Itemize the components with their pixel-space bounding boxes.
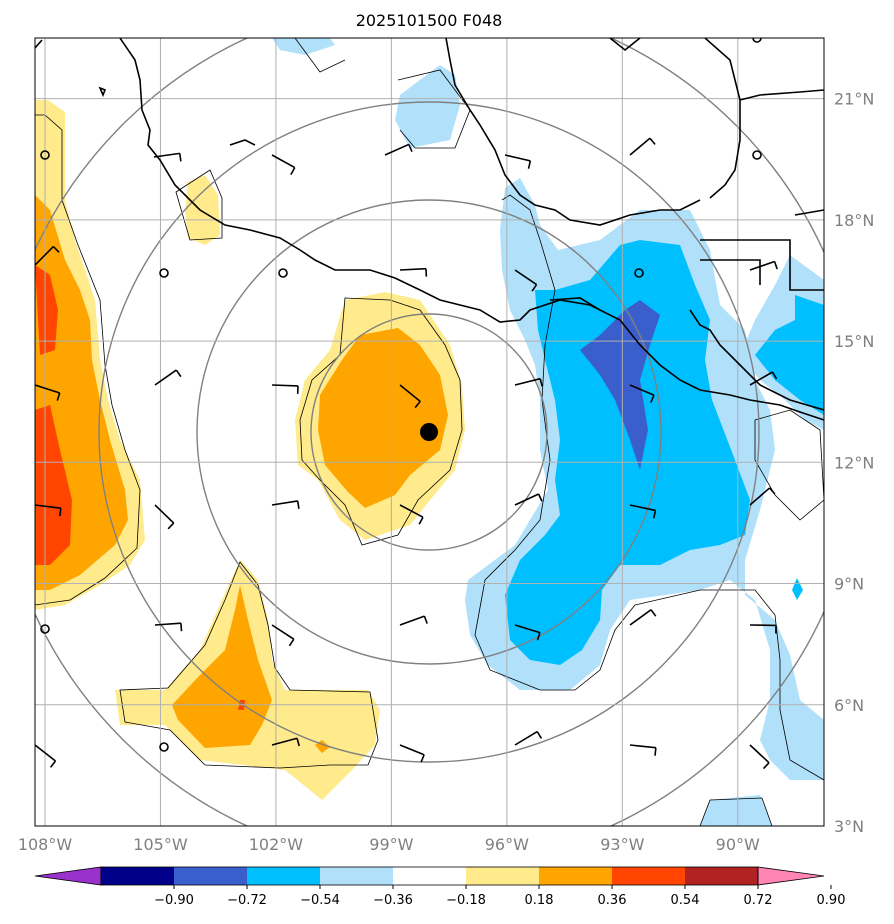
wind-barb [399,744,425,763]
colorbar-tick-label: −0.90 [154,893,194,908]
wind-barb [35,246,60,266]
wind-barb [629,744,657,756]
warm-anomaly-west-red [35,265,72,565]
wind-barb [35,744,57,768]
colorbar-segment [320,867,393,885]
wind-barb [154,504,175,530]
wind-barb [629,137,656,156]
colorbar-tick-label: 0.36 [598,893,627,908]
colorbar-tick-label: −0.36 [373,893,413,908]
lon-tick-label: 105°W [133,835,188,854]
colorbar-segment [101,867,174,885]
latitude-tick-labels: 3°N 6°N 9°N 12°N 15°N 18°N 21°N [834,90,874,836]
colorbar-segment [685,867,758,885]
colorbar-tick-label: −0.72 [227,893,267,908]
wind-barb [384,143,413,156]
colorbar-tick-label: 0.54 [671,893,700,908]
wind-barb [629,504,657,519]
wind-barb [749,624,777,634]
wind-barb [749,260,778,271]
wind-barb [514,269,538,292]
colorbar-segment [539,867,612,885]
warm-anomaly-central-orange [318,328,448,508]
coastlines [35,38,824,421]
colorbar-extend-high [757,866,825,886]
wind-barb [35,384,61,401]
lon-tick-label: 93°W [600,835,644,854]
figure-title: 2025101500 F048 [356,11,503,30]
longitude-tick-labels: 108°W 105°W 102°W 99°W 96°W 93°W 90°W [18,835,760,854]
colorbar-segment [466,867,539,885]
lon-tick-label: 102°W [249,835,304,854]
wind-barb [399,504,424,525]
wind-barb [399,615,428,626]
wind-barb [154,369,182,386]
lon-tick-label: 90°W [716,835,760,854]
lat-tick-label: 12°N [834,453,874,472]
colorbar-frame [100,866,759,886]
wind-barb [153,152,182,162]
lat-tick-label: 3°N [834,817,864,836]
calm-wind-markers [40,38,762,752]
colorbar-segment [393,867,466,885]
wind-barb [399,267,428,277]
warm-anomaly-north-yellow [185,175,220,245]
cold-anomaly-top-lightblue [272,38,335,55]
wind-barb [514,730,543,746]
colorbar-tick-label: 0.90 [817,893,846,908]
colorbar: −0.90 −0.72 −0.54 −0.36 −0.18 0.18 0.36 0.54 0.7… [34,866,846,908]
wind-barb [271,384,299,394]
wind-barb [629,609,657,626]
wind-barb [514,377,543,387]
wind-barb [629,384,655,403]
colorbar-segment [612,867,685,885]
colorbar-extend-low [34,866,102,886]
wind-barb [749,744,770,770]
colorbar-tick-label: 0.72 [744,893,773,908]
colorbar-tick-label: −0.54 [300,893,340,908]
lat-tick-label: 18°N [834,211,874,230]
cold-anomaly-far-east-blue [755,295,824,415]
map-area [35,38,824,826]
lon-tick-label: 99°W [369,835,413,854]
wind-barb [514,493,543,506]
wind-barb [154,622,183,632]
wind-barb [35,504,62,517]
colorbar-segment [247,867,320,885]
colorbar-segment [174,867,247,885]
colorbar-tick-label: 0.18 [525,893,554,908]
wind-barb [749,487,776,506]
lat-tick-label: 15°N [834,332,874,351]
wind-barbs [35,137,778,770]
lat-tick-label: 21°N [834,90,874,109]
wind-barb [399,384,421,409]
cold-anomaly-east-blue [505,240,750,665]
wind-barb [271,154,296,175]
map-frame [34,37,825,827]
wind-barb [514,624,541,641]
cold-anomaly-bottom-lightblue [700,795,772,826]
cold-anomaly-gulf-lightblue [395,65,460,148]
storm-center-marker [420,423,438,441]
wind-barb [271,737,300,747]
wind-barb [271,500,300,509]
lat-tick-label: 6°N [834,696,864,715]
contour-lines [35,38,824,826]
wind-barb [271,624,295,647]
cold-anomaly-east-darkblue [580,300,660,470]
lat-tick-label: 9°N [834,575,864,594]
lon-tick-label: 108°W [18,835,73,854]
gridlines [35,38,824,826]
lon-tick-label: 96°W [485,835,529,854]
range-rings [35,38,824,826]
colorbar-tick-label: −0.18 [446,893,486,908]
wind-barb [749,371,778,386]
wind-barb [504,154,532,169]
